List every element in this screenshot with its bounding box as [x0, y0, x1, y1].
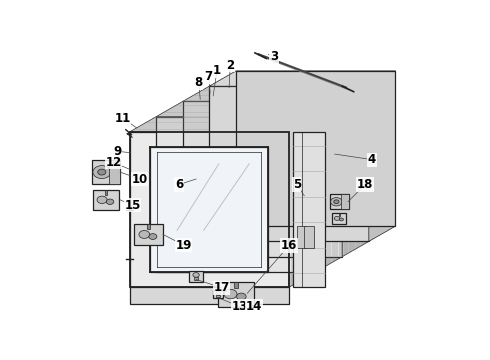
Circle shape [216, 292, 220, 295]
Polygon shape [213, 290, 223, 298]
Polygon shape [156, 102, 342, 117]
Polygon shape [129, 117, 316, 132]
Circle shape [139, 230, 150, 238]
Polygon shape [304, 226, 314, 248]
Polygon shape [339, 213, 340, 216]
Polygon shape [236, 71, 395, 226]
Text: 6: 6 [175, 178, 183, 191]
Text: 16: 16 [281, 239, 297, 252]
Polygon shape [156, 117, 316, 272]
Polygon shape [109, 160, 121, 184]
Text: 8: 8 [195, 76, 203, 89]
Circle shape [97, 196, 107, 203]
Text: 19: 19 [175, 239, 192, 252]
Text: 7: 7 [204, 70, 213, 83]
Circle shape [224, 289, 237, 299]
Text: 11: 11 [115, 112, 131, 125]
Polygon shape [332, 213, 346, 224]
Polygon shape [342, 86, 369, 257]
Polygon shape [92, 160, 121, 184]
Text: 5: 5 [293, 178, 301, 191]
Polygon shape [289, 117, 316, 287]
Polygon shape [293, 132, 325, 287]
Circle shape [334, 216, 340, 220]
Polygon shape [93, 190, 120, 210]
Text: 9: 9 [113, 145, 122, 158]
Circle shape [334, 200, 339, 204]
Polygon shape [369, 71, 395, 242]
Circle shape [340, 218, 343, 221]
Polygon shape [234, 282, 238, 288]
Text: 12: 12 [105, 156, 122, 169]
Circle shape [331, 198, 342, 206]
Polygon shape [129, 287, 289, 304]
Polygon shape [330, 194, 349, 210]
Text: 18: 18 [357, 178, 373, 191]
Text: 1: 1 [213, 64, 221, 77]
Polygon shape [218, 282, 254, 307]
Polygon shape [297, 226, 306, 248]
Text: 13: 13 [232, 300, 248, 313]
Polygon shape [129, 132, 289, 287]
Text: 4: 4 [368, 153, 376, 166]
Polygon shape [105, 190, 107, 195]
Circle shape [106, 199, 114, 204]
Polygon shape [190, 270, 203, 282]
Polygon shape [183, 86, 369, 102]
Text: 10: 10 [131, 172, 147, 185]
Circle shape [237, 293, 246, 300]
Polygon shape [341, 194, 349, 210]
Text: 2: 2 [226, 59, 234, 72]
Circle shape [193, 273, 199, 277]
Polygon shape [194, 277, 198, 280]
Polygon shape [150, 147, 268, 272]
Text: 15: 15 [124, 199, 141, 212]
Circle shape [98, 169, 106, 175]
Polygon shape [316, 102, 342, 272]
Polygon shape [216, 295, 220, 297]
Text: 17: 17 [213, 281, 230, 294]
Text: 14: 14 [246, 300, 262, 313]
Polygon shape [134, 224, 163, 245]
Text: 3: 3 [270, 50, 278, 63]
Polygon shape [209, 71, 395, 86]
Polygon shape [183, 102, 342, 257]
Polygon shape [147, 224, 150, 229]
Circle shape [149, 234, 157, 239]
Polygon shape [209, 86, 369, 242]
Circle shape [93, 166, 111, 179]
